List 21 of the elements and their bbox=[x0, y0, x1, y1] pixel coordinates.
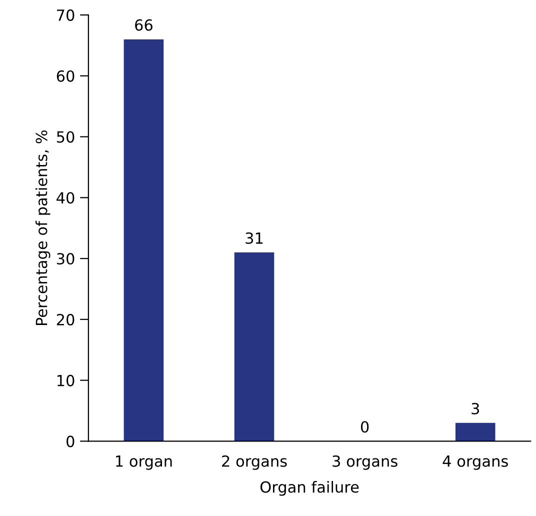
x-tick-label: 2 organs bbox=[222, 455, 287, 470]
y-tick-label: 40 bbox=[56, 192, 74, 204]
y-tick-label: 50 bbox=[56, 131, 74, 143]
y-tick-label: 20 bbox=[56, 314, 74, 326]
bar bbox=[234, 252, 274, 442]
y-tick-label: 0 bbox=[66, 436, 74, 448]
data-label: 66 bbox=[135, 19, 152, 31]
data-label: 31 bbox=[246, 232, 263, 244]
data-label: 0 bbox=[360, 421, 369, 433]
x-tick-label: 1 organ bbox=[116, 456, 172, 470]
y-tick-label: 10 bbox=[57, 374, 74, 386]
x-tick-label: 4 organs bbox=[442, 456, 508, 470]
x-tick-label: 3 organs bbox=[332, 455, 398, 470]
y-tick-label: 70 bbox=[57, 9, 74, 21]
y-tick-label: 30 bbox=[56, 252, 74, 265]
y-axis-title: Percentage of patients, % bbox=[35, 130, 50, 326]
bar bbox=[455, 422, 496, 442]
y-tick-label: 60 bbox=[56, 70, 74, 82]
data-label: 3 bbox=[472, 402, 479, 414]
bar bbox=[124, 39, 164, 442]
x-axis-title: Organ failure bbox=[260, 480, 359, 496]
